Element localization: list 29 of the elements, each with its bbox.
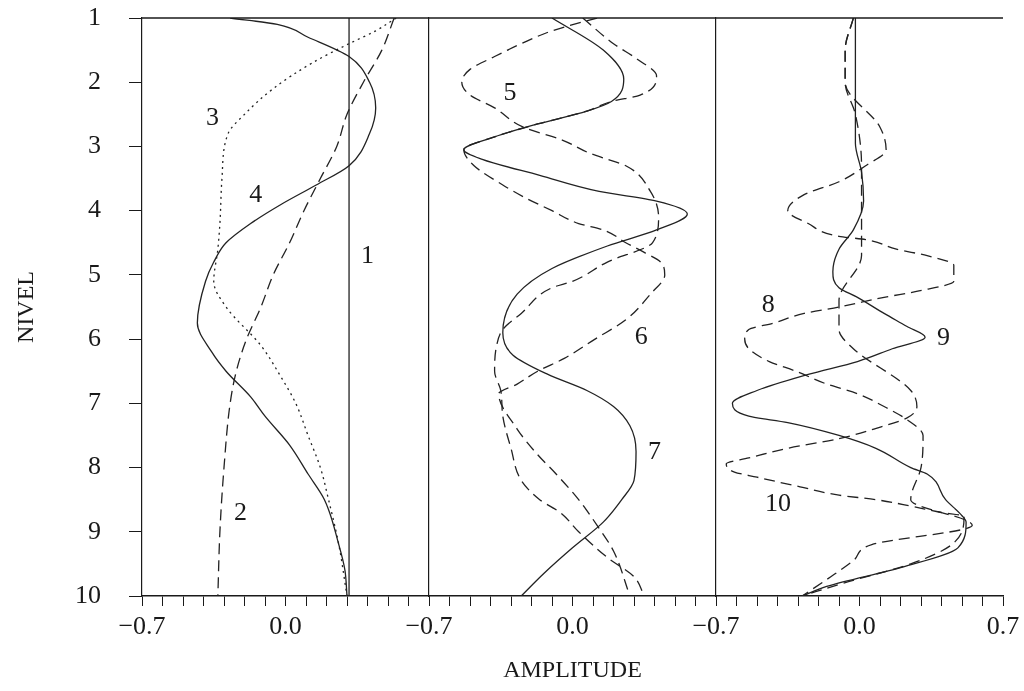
y-tick-label: 10 [75, 579, 101, 609]
y-tick-label: 8 [88, 451, 101, 481]
x-tick-label: −0.7 [405, 611, 453, 641]
x-tick-label: 0.0 [269, 611, 302, 641]
y-tick-label: 6 [88, 322, 101, 352]
x-tick-label: −0.7 [118, 611, 166, 641]
annotation: 6 [634, 320, 648, 350]
annotation: 7 [648, 436, 662, 466]
y-tick-label: 1 [88, 1, 101, 31]
x-tick-label: −0.7 [692, 611, 740, 641]
annotation: 3 [206, 102, 220, 132]
y-tick-label: 3 [88, 130, 101, 160]
annotation: 9 [937, 322, 951, 352]
annotation: 5 [503, 76, 517, 106]
annotation: 4 [249, 179, 263, 209]
y-tick-label: 5 [88, 258, 101, 288]
x-axis-title: AMPLITUDE [503, 655, 642, 682]
y-axis-title: NIVEL [11, 271, 38, 343]
y-tick-label: 9 [88, 515, 101, 545]
y-tick-label: 7 [88, 387, 101, 417]
x-tick-label: 0.0 [843, 611, 876, 641]
y-tick-label: 4 [88, 194, 101, 224]
annotation: 10 [765, 487, 792, 517]
annotation: 2 [233, 497, 247, 527]
y-tick-label: 2 [88, 66, 101, 96]
annotation: 8 [761, 288, 775, 318]
x-tick-label: 0.0 [556, 611, 589, 641]
annotation: 1 [361, 240, 375, 270]
x-tick-label: 0.7 [986, 611, 1020, 641]
